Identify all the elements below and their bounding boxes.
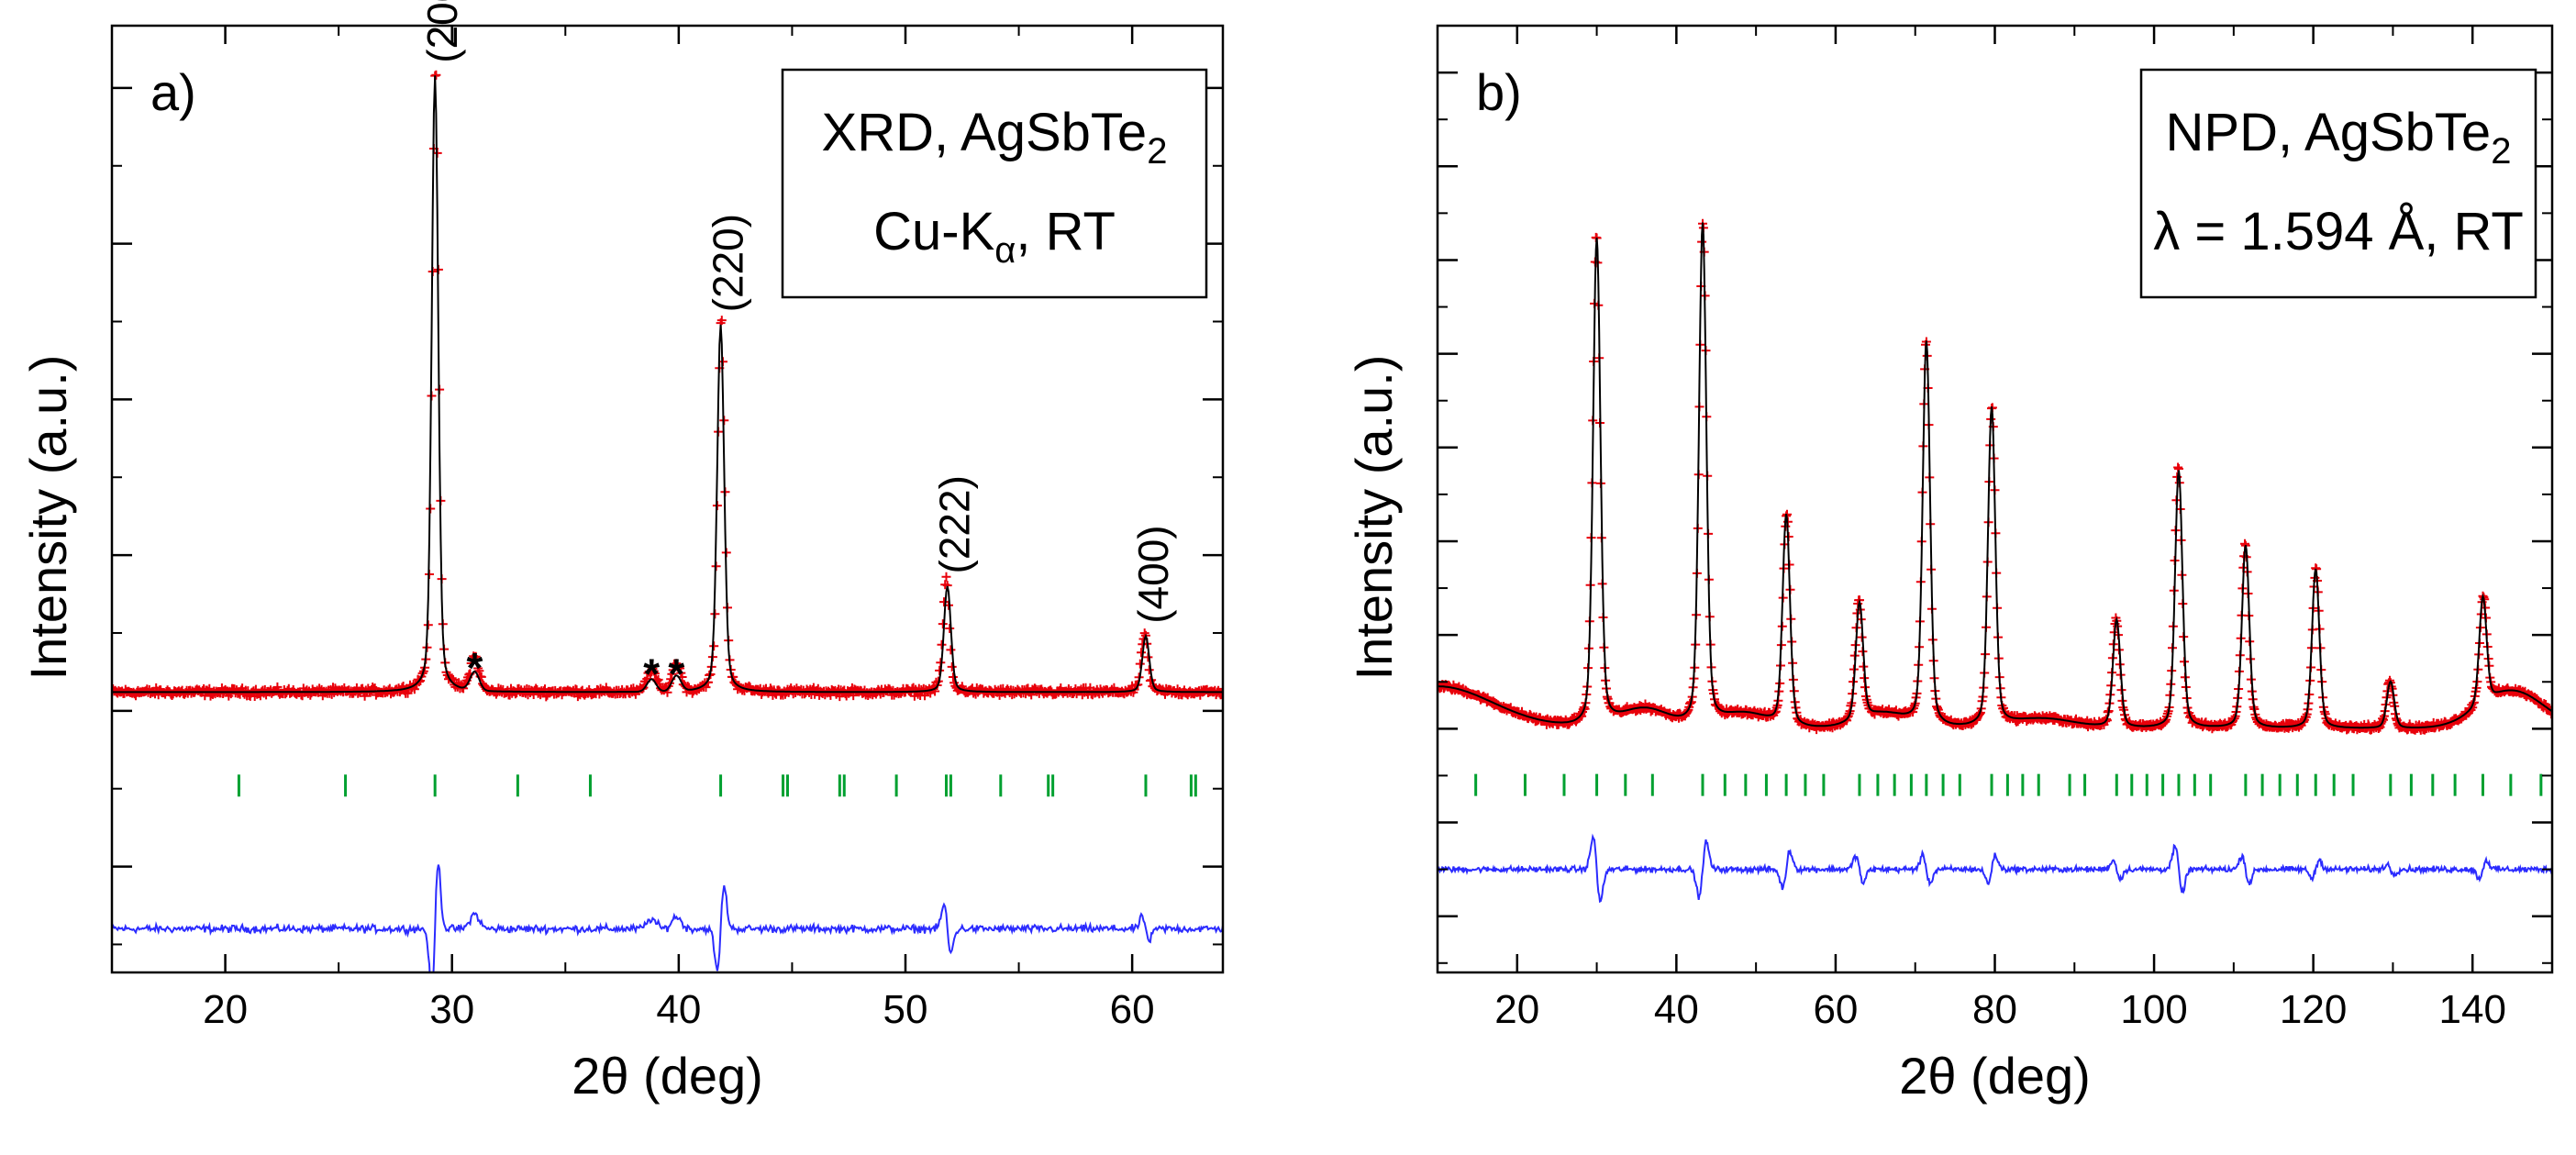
panel-b: 20 40 60 80 100 120 140 2θ (deg) Intensity (a.u.…: [1345, 24, 2554, 1105]
x-tick-label: 100: [2120, 987, 2187, 1032]
observed-point: [946, 645, 956, 655]
legend-conditions: Cu-Kα, RT: [873, 202, 1116, 271]
x-tick-label: 30: [429, 987, 474, 1032]
peak-annotation: (400): [1129, 525, 1177, 623]
x-axis-label: 2θ (deg): [572, 1047, 763, 1105]
y-axis-label: Intensity (a.u.): [19, 355, 77, 681]
x-tick-label: 140: [2439, 987, 2506, 1032]
observed-point: [510, 689, 520, 699]
observed-point: [935, 665, 945, 675]
x-tick-label: 50: [883, 987, 928, 1032]
plot-area: [112, 70, 1223, 972]
observed-point: [1218, 683, 1223, 694]
x-tick-label: 60: [1813, 987, 1858, 1032]
difference-line: [112, 864, 1223, 972]
x-tick-label: 40: [656, 987, 701, 1032]
observed-point: [1144, 665, 1154, 675]
legend-line2-end: , RT: [1016, 202, 1116, 261]
observed-point: [653, 674, 663, 684]
legend-subscript: 2: [1147, 131, 1167, 172]
y-axis-label: Intensity (a.u.): [1345, 355, 1403, 681]
bragg-ticks: [1474, 773, 2543, 796]
legend-line2: Cu-K: [873, 202, 994, 261]
observed-point: [945, 624, 955, 633]
observed-point: [409, 684, 419, 694]
legend-line2: λ = 1.594 Å, RT: [2153, 202, 2524, 261]
observed-point: [937, 639, 947, 650]
observed-point: [673, 662, 683, 672]
legend-conditions: λ = 1.594 Å, RT: [2153, 202, 2524, 261]
observed-point: [920, 691, 929, 701]
observed-point: [403, 688, 413, 698]
calculated-line: [1438, 222, 2552, 729]
observed-point: [650, 669, 660, 679]
observed-point: [938, 619, 948, 629]
observed-point: [466, 659, 476, 668]
x-axis-label: 2θ (deg): [1899, 1047, 2091, 1105]
observed-point: [541, 692, 551, 702]
plot-area: [1438, 218, 2552, 904]
observed-point: [941, 572, 951, 582]
observed-point: [675, 663, 685, 673]
observed-point: [716, 316, 727, 326]
bragg-ticks: [237, 774, 1197, 797]
x-tick-label: 120: [2280, 987, 2347, 1032]
observed-point: [2548, 708, 2552, 718]
panel-label: a): [150, 63, 196, 121]
panel-label: b): [1476, 63, 1522, 121]
x-tick-label: 80: [1972, 987, 2017, 1032]
legend-title: XRD, AgSbTe2: [822, 103, 1168, 172]
plot-frame: [110, 24, 1225, 974]
legend-title: NPD, AgSbTe2: [2166, 103, 2512, 172]
observed-point: [431, 70, 441, 80]
observed-point: [676, 668, 686, 678]
legend-subscript: 2: [2491, 131, 2511, 172]
peak-annotation: (200): [418, 0, 466, 63]
panel-a: 20 30 40 50 60 2θ (deg) Intensity (a.u.) a) XRD,…: [19, 0, 1225, 1105]
peak-annotation: (220): [705, 214, 752, 312]
difference-line: [1438, 833, 2552, 904]
impurity-marker: *: [466, 644, 483, 692]
x-tick-label: 60: [1110, 987, 1155, 1032]
peak-annotation: (222): [931, 475, 979, 573]
observed-point: [947, 661, 957, 672]
legend-line1: XRD, AgSbTe: [822, 103, 1148, 162]
x-tick-label: 20: [1494, 987, 1539, 1032]
impurity-marker: *: [668, 650, 684, 698]
legend-box: [781, 68, 1208, 299]
legend-subscript: α: [994, 230, 1016, 271]
observed-point: [472, 655, 482, 665]
observed-point: [1137, 648, 1146, 658]
calculated-line: [112, 75, 1223, 694]
observed-point: [1135, 659, 1145, 669]
legend-box: [2139, 68, 2537, 299]
observed-point: [638, 683, 649, 693]
legend-line1: NPD, AgSbTe: [2166, 103, 2492, 162]
observed-point: [638, 683, 648, 694]
x-tick-label: 20: [203, 987, 248, 1032]
x-tick-label: 40: [1654, 987, 1699, 1032]
observed-point: [474, 666, 484, 676]
observed-point: [948, 672, 958, 682]
impurity-marker: *: [643, 650, 660, 698]
observed-point: [272, 682, 283, 692]
